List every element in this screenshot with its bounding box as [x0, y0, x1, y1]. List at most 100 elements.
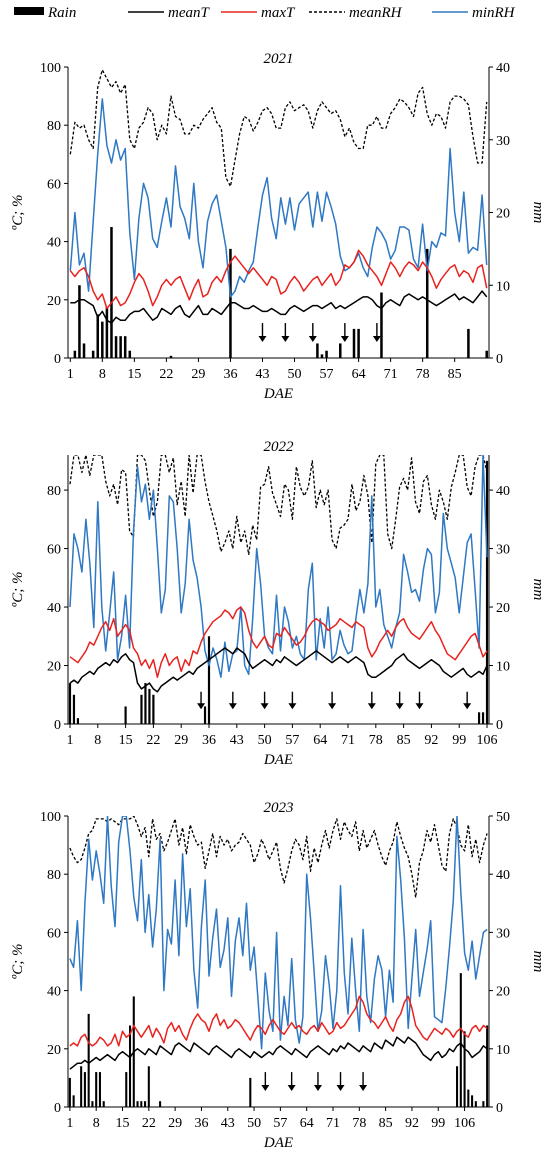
rain-bar	[485, 350, 488, 358]
y-tick-label: 20	[47, 660, 61, 675]
event-arrow	[287, 1072, 296, 1091]
chart-title: 2023	[264, 800, 294, 816]
x-tick-label: 85	[448, 367, 462, 382]
x-tick-label: 22	[142, 1116, 156, 1131]
rain-bar	[124, 706, 127, 724]
rain-bar	[76, 718, 80, 724]
rain-bar	[459, 973, 462, 1107]
rain-bar	[486, 1025, 489, 1107]
event-arrow	[281, 323, 290, 342]
series-line-maxt	[69, 249, 488, 310]
x-tick-label: 57	[320, 367, 334, 382]
x-tick-label: 57	[285, 733, 299, 748]
y2-tick-label: 20	[496, 985, 510, 1000]
x-tick-label: 50	[247, 1116, 261, 1131]
x-tick-label: 99	[452, 733, 466, 748]
series-line-meanrh	[69, 816, 488, 899]
event-arrow	[197, 691, 206, 710]
y-tick-label: 0	[54, 718, 61, 733]
rain-bar	[467, 1089, 470, 1107]
x-tick-label: 50	[258, 733, 272, 748]
x-tick-label: 106	[477, 733, 498, 748]
y-axis-label: ºC; %	[10, 572, 26, 608]
rain-bar	[78, 285, 81, 358]
x-tick-label: 64	[352, 367, 366, 382]
x-tick-label: 36	[223, 367, 237, 382]
x-tick-label: 15	[127, 367, 141, 382]
legend: Rain meanT maxT meanRH minRH	[14, 5, 516, 21]
rain-bar	[128, 350, 132, 358]
x-tick-label: 43	[255, 367, 269, 382]
rain-bar	[72, 694, 76, 724]
event-arrow	[340, 323, 349, 342]
rain-bar	[482, 1101, 485, 1107]
x-tick-label: 36	[194, 1116, 208, 1131]
rain-bar	[474, 1101, 477, 1107]
x-tick-label: 92	[424, 733, 438, 748]
x-axis-label: DAE	[263, 752, 293, 768]
legend-swatch-rain	[14, 7, 44, 15]
plot-area	[69, 69, 488, 358]
y-tick-label: 40	[47, 236, 61, 251]
series-line-meant	[69, 647, 488, 693]
x-axis-label: DAE	[263, 1135, 293, 1151]
series-line-minrh	[69, 455, 488, 678]
x-tick-label: 1	[66, 1116, 73, 1131]
x-tick-label: 92	[405, 1116, 419, 1131]
x-tick-label: 106	[454, 1116, 475, 1131]
rain-bar	[91, 1101, 94, 1107]
rain-bar	[125, 1072, 128, 1107]
rain-bar	[128, 1025, 132, 1107]
x-tick-label: 78	[352, 1116, 366, 1131]
y-tick-label: 60	[47, 926, 61, 941]
y-tick-label: 80	[47, 484, 61, 499]
rain-bar	[152, 694, 155, 724]
y2-tick-label: 30	[496, 926, 510, 941]
x-tick-label: 64	[300, 1116, 314, 1131]
y2-tick-label: 30	[496, 134, 510, 149]
x-tick-label: 29	[174, 733, 188, 748]
rain-bar	[477, 712, 481, 724]
rain-bar	[140, 694, 143, 724]
x-axis-label: DAE	[263, 386, 293, 402]
series-line-meanrh	[69, 69, 488, 187]
legend-item-meanrh: meanRH	[309, 5, 403, 21]
x-tick-label: 50	[288, 367, 302, 382]
y2-tick-label: 10	[496, 279, 510, 294]
event-arrow	[395, 691, 404, 710]
rain-bar	[148, 688, 151, 724]
y2-tick-label: 0	[496, 352, 503, 367]
rain-bar	[73, 350, 77, 358]
legend-item-rain: Rain	[14, 5, 76, 21]
x-tick-label: 8	[94, 733, 101, 748]
rain-bar	[95, 1072, 98, 1107]
rain-bar	[485, 460, 489, 724]
y-tick-label: 0	[54, 1101, 61, 1116]
rain-bar	[96, 314, 100, 358]
x-tick-label: 43	[230, 733, 244, 748]
y2-axis-label: mm	[530, 579, 546, 601]
x-tick-label: 29	[168, 1116, 182, 1131]
x-tick-label: 1	[67, 367, 74, 382]
event-arrow	[260, 691, 269, 710]
rain-bar	[87, 1013, 90, 1107]
y-tick-label: 40	[47, 601, 61, 616]
rain-bar	[456, 1066, 459, 1107]
y2-tick-label: 30	[496, 543, 510, 558]
rain-bar	[91, 350, 95, 358]
rain-bar	[136, 1101, 139, 1107]
y-axis-label: ºC; %	[10, 944, 26, 980]
x-tick-label: 43	[221, 1116, 235, 1131]
rain-bar	[203, 706, 207, 724]
rain-bar	[325, 350, 328, 358]
y-tick-label: 100	[40, 810, 61, 825]
rain-bar	[481, 712, 485, 724]
rain-bar	[463, 1031, 466, 1107]
series-line-maxt	[69, 995, 488, 1047]
series-line-meanrh	[69, 455, 488, 556]
event-arrow	[313, 1072, 322, 1091]
rain-bar	[82, 343, 86, 358]
rain-bar	[352, 328, 356, 358]
x-tick-label: 64	[313, 733, 327, 748]
